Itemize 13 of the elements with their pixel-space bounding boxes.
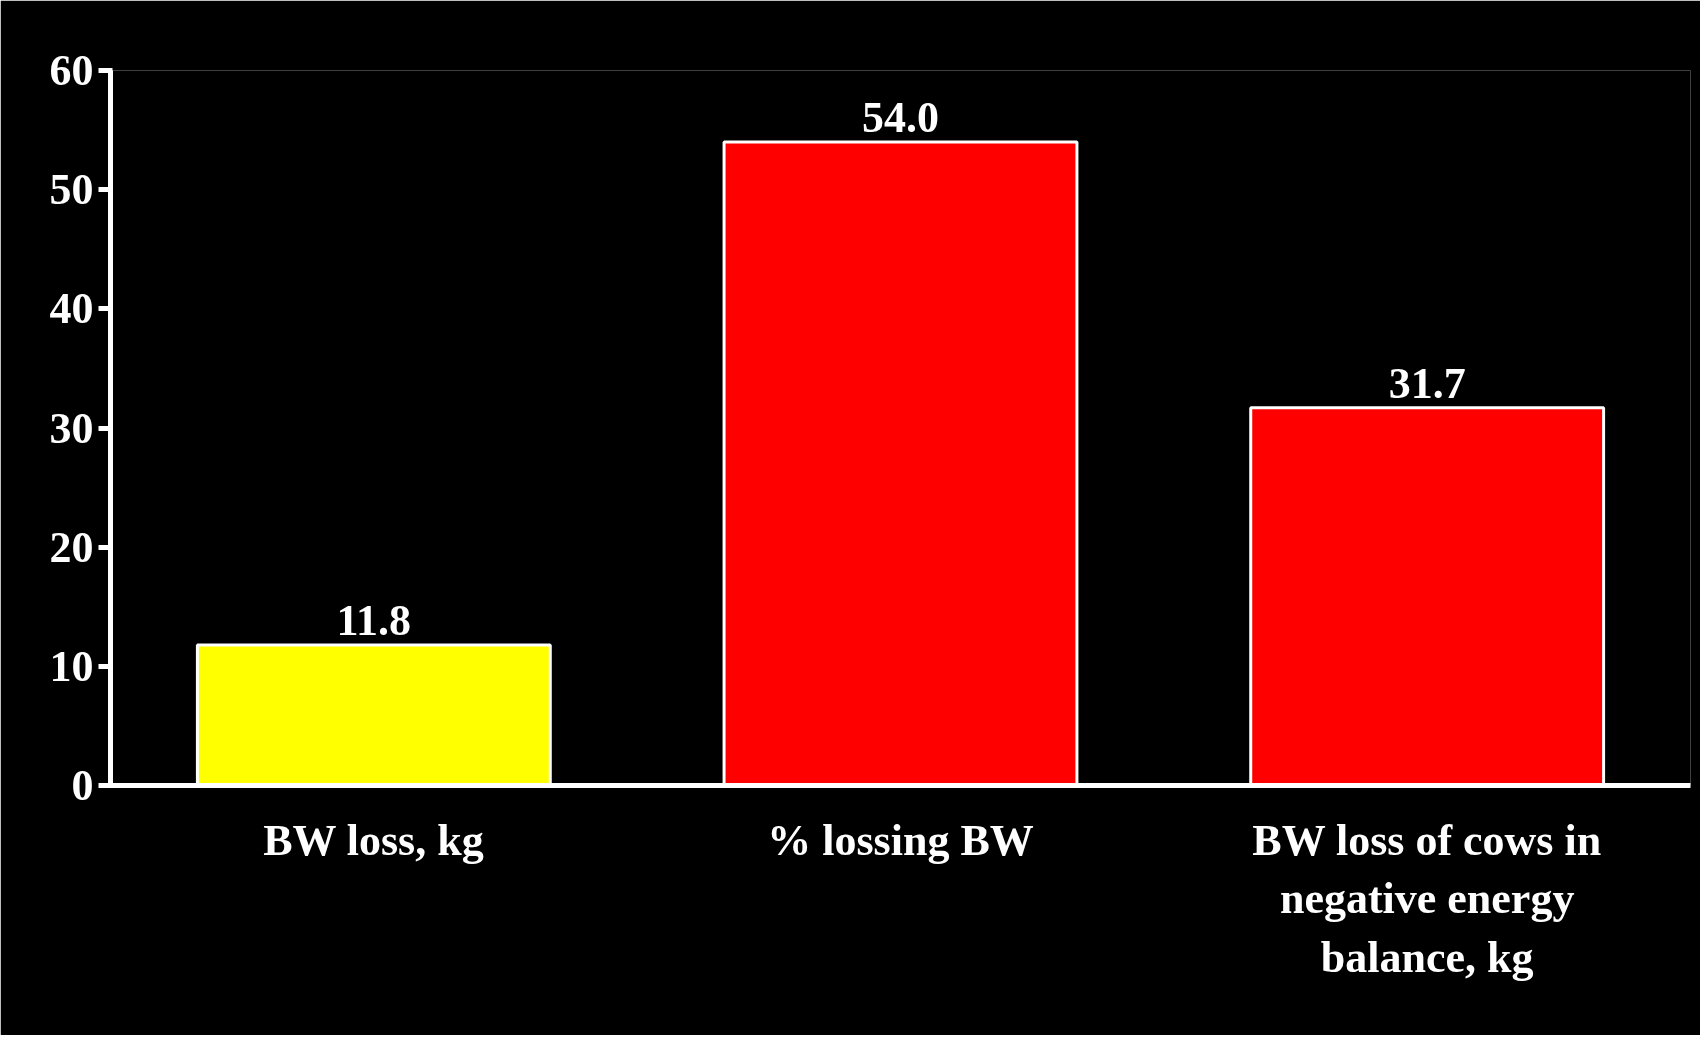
data-label: 11.8 — [336, 595, 412, 645]
y-tick-label: 60 — [49, 46, 94, 95]
y-tick-label: 40 — [49, 284, 94, 334]
y-tick-label: 50 — [49, 165, 94, 215]
data-label: 54.0 — [862, 93, 939, 142]
y-tick-label: 30 — [49, 403, 94, 453]
x-tick-label: BW loss, kg — [263, 815, 484, 865]
data-label: 31.7 — [1388, 358, 1466, 408]
x-tick-label: % lossing BW — [767, 815, 1034, 865]
y-tick-label: 10 — [49, 641, 94, 691]
y-tick-label: 0 — [71, 761, 94, 810]
x-tick-label: BW loss of cows in negative energy balance, kg — [1252, 815, 1602, 983]
y-tick-label: 20 — [49, 522, 94, 572]
